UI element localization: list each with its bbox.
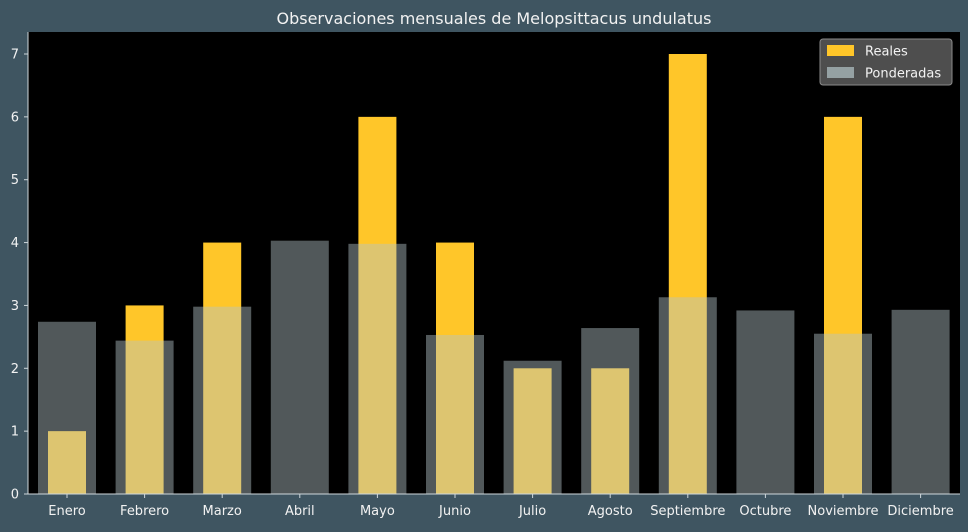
x-tick-label: Junio — [438, 504, 471, 519]
x-tick-label: Octubre — [739, 504, 791, 519]
bar-reales — [513, 368, 552, 494]
y-tick-label: 6 — [11, 110, 19, 125]
plot-area — [28, 32, 960, 494]
y-tick-label: 2 — [11, 362, 19, 377]
series-ponderadas — [38, 240, 950, 494]
y-tick-label: 3 — [11, 299, 19, 314]
x-tick-label: Marzo — [203, 504, 242, 519]
y-tick-label: 5 — [11, 173, 19, 188]
y-tick-label: 4 — [11, 236, 19, 251]
x-tick-label: Diciembre — [887, 504, 953, 519]
bar-ponderadas — [814, 333, 872, 494]
bar-reales — [824, 116, 862, 494]
x-tick-label: Noviembre — [808, 504, 879, 519]
legend: Reales Ponderadas — [819, 38, 953, 86]
x-tick-label: Septiembre — [650, 504, 725, 519]
bar-reales — [358, 116, 397, 494]
y-tick-label: 7 — [11, 48, 19, 63]
legend-swatch-reales — [827, 45, 854, 56]
bar-reales — [591, 368, 630, 494]
x-tick-label: Julio — [518, 504, 546, 519]
bar-reales — [203, 242, 242, 494]
bar-ponderadas — [115, 340, 174, 494]
bar-reales — [48, 431, 86, 494]
bar-ponderadas — [193, 306, 252, 494]
x-tick-label: Mayo — [360, 504, 395, 519]
y-tick-label: 0 — [11, 488, 19, 503]
x-tick-label: Enero — [48, 504, 86, 519]
bar-reales — [436, 242, 474, 494]
x-tick-label: Abril — [285, 504, 315, 519]
series-reales — [48, 54, 862, 494]
bar-ponderadas — [736, 310, 795, 494]
legend-label-ponderadas: Ponderadas — [865, 67, 941, 82]
bar-ponderadas — [38, 321, 96, 494]
bar-reales — [668, 54, 707, 494]
y-axis: 0 1 2 3 4 5 6 7 — [11, 32, 29, 503]
bar-ponderadas — [270, 240, 329, 494]
bar-ponderadas — [426, 334, 484, 494]
bar-reales — [125, 305, 164, 494]
bar-ponderadas — [581, 328, 640, 494]
bar-ponderadas — [891, 309, 950, 494]
bar-ponderadas — [658, 297, 717, 494]
legend-swatch-ponderadas — [827, 67, 854, 78]
x-tick-label: Febrero — [120, 504, 169, 519]
y-tick-label: 1 — [11, 425, 19, 440]
chart-title: Observaciones mensuales de Melopsittacus… — [277, 9, 712, 28]
bar-ponderadas — [348, 243, 407, 494]
bar-ponderadas — [503, 360, 562, 494]
x-tick-label: Agosto — [588, 504, 633, 519]
legend-label-reales: Reales — [865, 45, 908, 60]
x-axis: Enero Febrero Marzo Abril Mayo Junio Julio Agos… — [28, 493, 960, 519]
